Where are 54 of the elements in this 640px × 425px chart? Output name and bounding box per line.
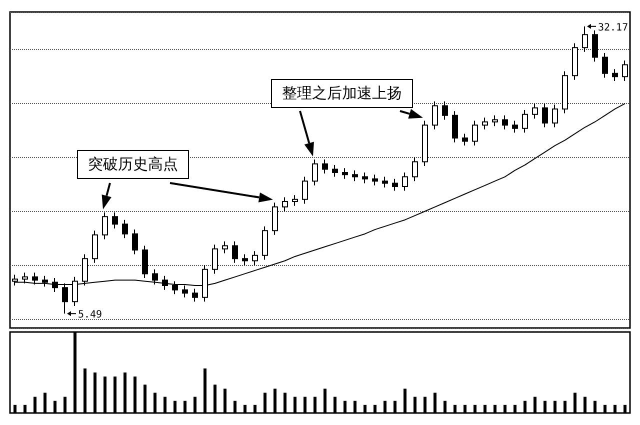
candlestick — [482, 117, 488, 130]
candlestick — [372, 174, 378, 186]
candlestick — [292, 194, 298, 206]
candlestick — [442, 100, 448, 120]
candlestick — [402, 172, 408, 192]
annotation: 5.49 — [78, 310, 102, 321]
candlestick — [262, 226, 268, 260]
candlestick — [22, 272, 28, 284]
candlestick — [532, 103, 538, 120]
candlestick — [332, 164, 338, 178]
candlestick — [132, 229, 138, 255]
candlestick — [252, 250, 258, 266]
candlestick — [452, 110, 458, 143]
candlestick — [242, 254, 248, 266]
candlestick — [122, 219, 128, 239]
annotation: 整理之后加速上扬 — [271, 79, 413, 108]
candlestick — [272, 202, 278, 236]
candlestick — [282, 196, 288, 212]
candlestick — [422, 120, 428, 167]
candlestick — [412, 156, 418, 182]
candlestick — [342, 168, 348, 180]
candlestick — [102, 212, 108, 240]
candlestick — [302, 176, 308, 204]
candlestick — [542, 103, 548, 128]
candlestick — [462, 133, 468, 146]
candlestick — [502, 114, 508, 130]
candlestick — [232, 240, 238, 264]
candlestick — [352, 170, 358, 182]
candlestick — [602, 52, 608, 78]
candlestick — [312, 159, 318, 186]
annotation: 突破历史高点 — [77, 150, 189, 179]
candlestick — [362, 172, 368, 184]
candlestick — [492, 114, 498, 127]
candlestick — [432, 100, 438, 130]
candlestick — [222, 240, 228, 254]
candlestick — [592, 30, 598, 62]
candlestick — [112, 212, 118, 229]
candlestick — [472, 120, 478, 146]
candlestick — [572, 42, 578, 80]
candlestick — [212, 244, 218, 274]
candlestick — [612, 68, 618, 82]
candlestick — [522, 110, 528, 134]
annotation: 32.17 — [598, 22, 628, 34]
candlestick — [322, 159, 328, 174]
candlestick — [392, 178, 398, 192]
candlestick — [562, 70, 568, 114]
candlestick — [512, 120, 518, 134]
candlestick — [552, 104, 558, 128]
candlestick — [142, 245, 148, 278]
candlestick — [582, 26, 588, 52]
candlestick — [382, 176, 388, 188]
candlestick — [622, 60, 628, 82]
candlestick — [192, 288, 198, 302]
candlestick — [92, 230, 98, 264]
